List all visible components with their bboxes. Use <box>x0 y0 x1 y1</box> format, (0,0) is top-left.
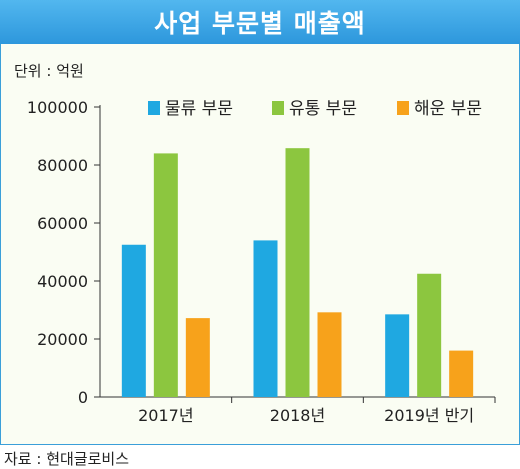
y-tick-label: 100000 <box>27 98 88 117</box>
bars <box>121 148 474 397</box>
unit-label: 단위 : 억원 <box>14 62 84 80</box>
legend-label: 해운 부문 <box>414 99 482 119</box>
bar <box>121 244 146 397</box>
legend-swatch <box>272 101 284 115</box>
y-tick-label: 40000 <box>37 272 88 291</box>
legend: 물류 부문 유통 부문 해운 부문 <box>148 99 482 119</box>
bar <box>185 318 210 397</box>
y-tick-label: 60000 <box>37 214 88 233</box>
x-axis: 2017년 2018년 2019년 반기 <box>100 396 496 425</box>
source-label: 자료 : 현대글로비스 <box>4 450 129 468</box>
legend-swatch <box>148 101 160 115</box>
y-axis: 0 20000 40000 60000 80000 100000 <box>27 98 101 407</box>
bar <box>317 312 342 397</box>
legend-label: 물류 부문 <box>165 99 233 119</box>
bar <box>385 314 410 397</box>
legend-swatch <box>397 101 409 115</box>
bar <box>417 273 442 397</box>
legend-label: 유통 부문 <box>289 99 357 119</box>
bar <box>153 153 178 397</box>
bar <box>449 350 474 397</box>
y-tick-label: 80000 <box>37 156 88 175</box>
bar <box>253 240 278 397</box>
x-tick-label: 2019년 반기 <box>384 406 474 425</box>
page-title: 사업 부문별 매출액 <box>0 0 520 44</box>
y-tick-label: 20000 <box>37 330 88 349</box>
x-tick-label: 2018년 <box>270 406 325 425</box>
x-tick-label: 2017년 <box>138 406 193 425</box>
y-tick-label: 0 <box>78 388 88 407</box>
bar <box>285 148 310 397</box>
